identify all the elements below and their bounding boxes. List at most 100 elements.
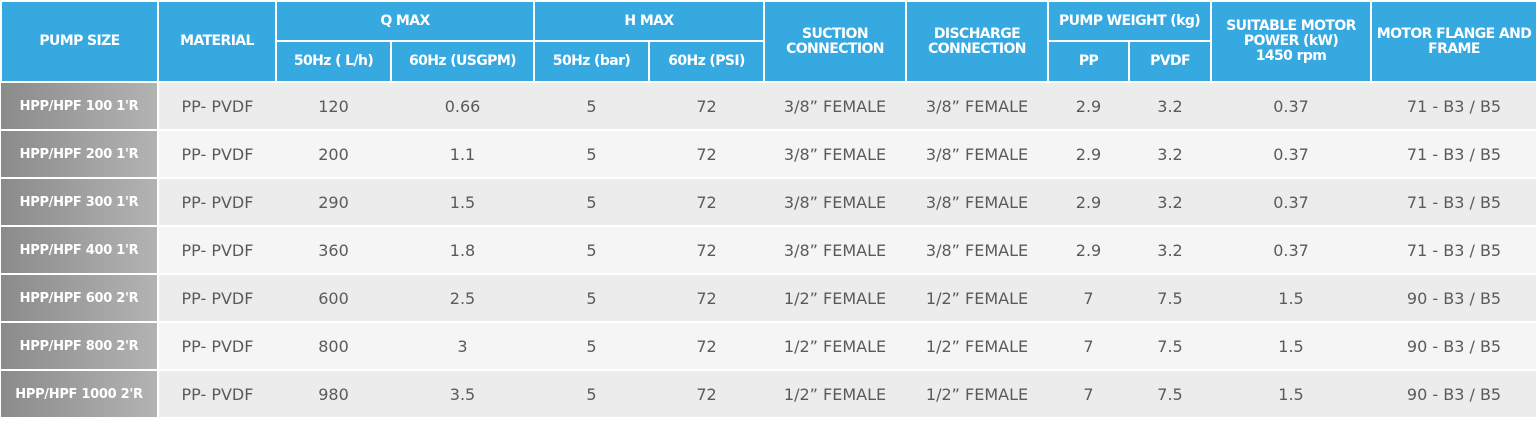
cell: 980 [276, 369, 391, 419]
column-header: DISCHARGE CONNECTION [905, 0, 1049, 83]
pump-size: HPP/HPF 600 2'R [1, 273, 159, 323]
sub-header: 50Hz (bar) [533, 40, 650, 83]
column-header: MATERIAL [157, 0, 277, 83]
cell: 71 - B3 / B5 [1371, 129, 1536, 179]
header-row: 50Hz ( L/h) 60Hz (USGPM) 50Hz (bar) 60Hz (P… [1, 40, 1536, 83]
cell: 0.66 [391, 81, 534, 131]
cell: 5 [534, 321, 649, 371]
cell: 5 [534, 273, 649, 323]
table-row: HPP/HPF 600 2'R PP- PVDF 600 2.5 5 72 1/2” FEM… [1, 273, 1536, 323]
column-header: PUMP SIZE [0, 0, 159, 83]
column-header: Q MAX [275, 0, 535, 42]
cell: 7 [1048, 273, 1129, 323]
cell: 5 [534, 225, 649, 275]
cell: 1.5 [1211, 369, 1372, 419]
cell: 1.1 [391, 129, 534, 179]
pump-size: HPP/HPF 300 1'R [1, 177, 159, 227]
cell: 800 [276, 321, 391, 371]
cell: 3/8” FEMALE [906, 225, 1048, 275]
table-row: HPP/HPF 100 1'R PP- PVDF 120 0.66 5 72 3/8” FE… [1, 81, 1536, 131]
table-row: HPP/HPF 400 1'R PP- PVDF 360 1.8 5 72 3/8” FEM… [1, 225, 1536, 275]
cell: 1/2” FEMALE [764, 273, 906, 323]
cell: 600 [276, 273, 391, 323]
cell: 3/8” FEMALE [764, 129, 906, 179]
cell: 2.9 [1048, 129, 1129, 179]
cell: 90 - B3 / B5 [1371, 321, 1536, 371]
pump-size: HPP/HPF 1000 2'R [1, 369, 159, 419]
cell: 3 [391, 321, 534, 371]
cell: 1.5 [391, 177, 534, 227]
pump-size: HPP/HPF 200 1'R [1, 129, 159, 179]
cell: 5 [534, 129, 649, 179]
cell: 5 [534, 81, 649, 131]
cell: PP- PVDF [158, 225, 276, 275]
cell: PP- PVDF [158, 321, 276, 371]
cell: 360 [276, 225, 391, 275]
cell: 3.5 [391, 369, 534, 419]
cell: PP- PVDF [158, 177, 276, 227]
cell: 1/2” FEMALE [906, 321, 1048, 371]
cell: 71 - B3 / B5 [1371, 177, 1536, 227]
motor-speed: 1450 rpm [1255, 48, 1327, 64]
spec-table: PUMP SIZE MATERIAL Q MAX H MAX SUCTION CONNE… [0, 0, 1536, 419]
cell: 1.5 [1211, 321, 1372, 371]
cell: 1/2” FEMALE [764, 369, 906, 419]
sub-header: 50Hz ( L/h) [275, 40, 392, 83]
cell: 5 [534, 177, 649, 227]
column-header: PUMP WEIGHT (kg) [1046, 0, 1213, 42]
cell: 72 [649, 369, 764, 419]
cell: 7.5 [1129, 273, 1212, 323]
sub-header: PP [1047, 40, 1130, 83]
cell: 3/8” FEMALE [764, 177, 906, 227]
cell: 3.2 [1129, 177, 1212, 227]
cell: 7 [1048, 369, 1129, 419]
column-header: H MAX [533, 0, 765, 42]
cell: 2.9 [1048, 225, 1129, 275]
sub-header: PVDF [1127, 40, 1213, 83]
cell: 0.37 [1211, 81, 1372, 131]
sub-header: 60Hz (USGPM) [390, 40, 535, 83]
cell: 120 [276, 81, 391, 131]
cell: 1.5 [1211, 273, 1372, 323]
pump-size: HPP/HPF 100 1'R [1, 81, 159, 131]
pump-size: HPP/HPF 800 2'R [1, 321, 159, 371]
cell: 2.5 [391, 273, 534, 323]
cell: 0.37 [1211, 177, 1372, 227]
cell: PP- PVDF [158, 129, 276, 179]
cell: PP- PVDF [158, 369, 276, 419]
cell: 7 [1048, 321, 1129, 371]
header-row: PUMP SIZE MATERIAL Q MAX H MAX SUCTION CONNE… [0, 0, 1536, 83]
cell: 72 [649, 321, 764, 371]
cell: 3/8” FEMALE [764, 81, 906, 131]
cell: 71 - B3 / B5 [1371, 81, 1536, 131]
cell: 7.5 [1129, 321, 1212, 371]
cell: 0.37 [1211, 225, 1372, 275]
table-row: HPP/HPF 800 2'R PP- PVDF 800 3 5 72 1/2” FEMAL… [1, 321, 1536, 371]
cell: 1/2” FEMALE [764, 321, 906, 371]
table-header: PUMP SIZE MATERIAL Q MAX H MAX SUCTION CONNE… [0, 0, 1536, 83]
table-body: HPP/HPF 100 1'R PP- PVDF 120 0.66 5 72 3/8” FE… [1, 81, 1536, 419]
column-header: SUCTION CONNECTION [763, 0, 907, 83]
column-header: SUITABLE MOTOR POWER (kW) 1450 rpm [1210, 0, 1373, 83]
cell: 0.37 [1211, 129, 1372, 179]
table-row: HPP/HPF 300 1'R PP- PVDF 290 1.5 5 72 3/8” FEM… [1, 177, 1536, 227]
cell: 3/8” FEMALE [764, 225, 906, 275]
cell: 90 - B3 / B5 [1371, 369, 1536, 419]
pump-size: HPP/HPF 400 1'R [1, 225, 159, 275]
column-header: MOTOR FLANGE AND FRAME [1370, 0, 1536, 83]
cell: 2.9 [1048, 81, 1129, 131]
cell: 3/8” FEMALE [906, 81, 1048, 131]
cell: 72 [649, 129, 764, 179]
cell: 1.8 [391, 225, 534, 275]
cell: 1/2” FEMALE [906, 369, 1048, 419]
cell: PP- PVDF [158, 273, 276, 323]
table-row: HPP/HPF 1000 2'R PP- PVDF 980 3.5 5 72 1/2” FE… [1, 369, 1536, 419]
cell: 90 - B3 / B5 [1371, 273, 1536, 323]
cell: 5 [534, 369, 649, 419]
cell: 3.2 [1129, 225, 1212, 275]
table-row: HPP/HPF 200 1'R PP- PVDF 200 1.1 5 72 3/8” FEM… [1, 129, 1536, 179]
cell: 72 [649, 177, 764, 227]
cell: 3/8” FEMALE [906, 129, 1048, 179]
cell: 200 [276, 129, 391, 179]
